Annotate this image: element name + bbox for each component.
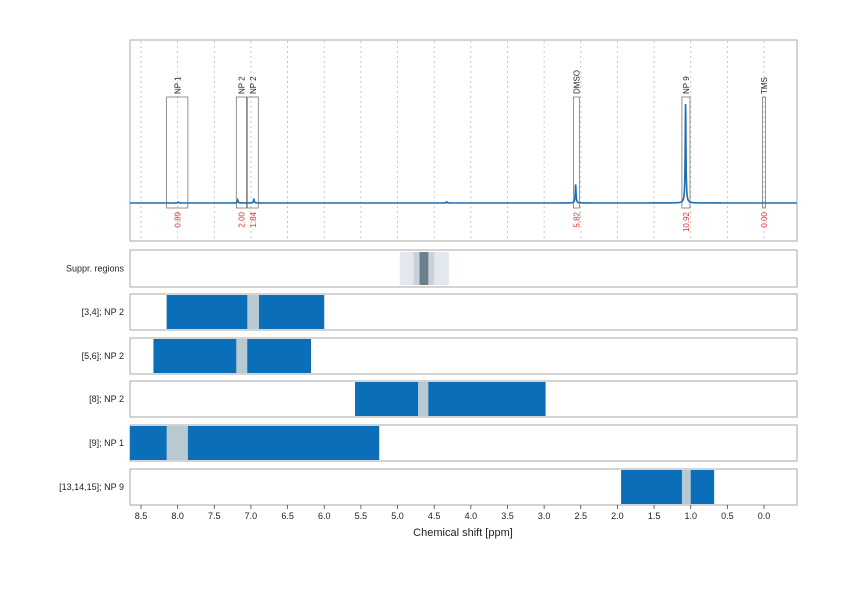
suppression-band-inner <box>419 252 429 285</box>
spectrum-line <box>130 104 797 204</box>
peak-label: DMSO <box>572 70 581 94</box>
peak-integral: 0.00 <box>760 211 769 227</box>
regions-layer: Suppr. regions [3,4]; NP 2 [5,6]; NP 2 [8];… <box>59 252 715 504</box>
region-bar <box>153 339 312 373</box>
peak-integral: 2.00 <box>237 211 246 227</box>
spectrum-layer: NP 1 0.89 NP 2 2.00 NP 2 1.84 DMSO 5.82 NP 9 10.9… <box>130 70 797 232</box>
exclusion-bar <box>236 339 248 373</box>
peak-integral: 1.84 <box>249 211 258 227</box>
exclusion-bar <box>247 295 260 329</box>
region-row-label: [3,4]; NP 2 <box>82 307 124 317</box>
peak-integral: 5.82 <box>572 211 581 227</box>
peak-box <box>573 96 580 209</box>
x-tick-label: 7.0 <box>245 511 258 521</box>
spectrum-panel <box>129 39 798 242</box>
exclusion-bar <box>681 470 691 504</box>
region-row-label: [9]; NP 1 <box>89 438 124 448</box>
peak-integral: 0.89 <box>173 211 182 227</box>
peak-box <box>681 96 691 209</box>
suppression-label: Suppr. regions <box>66 264 125 274</box>
x-tick-label: 5.5 <box>355 511 368 521</box>
x-tick-label: 6.0 <box>318 511 331 521</box>
peak-label: NP 2 <box>249 76 258 94</box>
peak-box <box>235 96 247 209</box>
x-tick-label: 4.5 <box>428 511 441 521</box>
x-tick-label: 7.5 <box>208 511 221 521</box>
peak-label: NP 1 <box>173 76 182 94</box>
peak-integral: 10.92 <box>682 211 691 232</box>
peak-label: TMS <box>760 77 769 94</box>
peak-label: NP 2 <box>237 76 246 94</box>
region-bar <box>355 382 546 416</box>
peak-box <box>246 96 259 209</box>
x-tick-label: 1.5 <box>648 511 661 521</box>
x-tick-label: 6.5 <box>281 511 294 521</box>
x-tick-label: 0.0 <box>758 511 771 521</box>
grid-layer <box>140 41 765 240</box>
suppression-panel <box>129 249 798 288</box>
region-bar <box>166 295 325 329</box>
x-axis-title: Chemical shift [ppm] <box>413 527 513 539</box>
x-tick-label: 8.0 <box>171 511 184 521</box>
region-row-label: [13,14,15]; NP 9 <box>59 482 124 492</box>
x-tick-label: 3.5 <box>501 511 514 521</box>
peak-box <box>762 96 766 209</box>
exclusion-bar <box>166 426 188 460</box>
region-bar <box>621 470 715 504</box>
peak-box <box>166 96 189 209</box>
exclusion-bar <box>418 382 429 416</box>
x-tick-label: 0.5 <box>721 511 734 521</box>
x-tick-label: 1.0 <box>684 511 697 521</box>
x-tick-label: 4.0 <box>465 511 478 521</box>
peak-label: NP 9 <box>682 76 691 94</box>
region-row-label: [5,6]; NP 2 <box>82 351 124 361</box>
x-tick-label: 2.5 <box>575 511 588 521</box>
x-tick-label: 5.0 <box>391 511 404 521</box>
region-row-label: [8]; NP 2 <box>89 394 124 404</box>
x-tick-label: 3.0 <box>538 511 551 521</box>
x-tick-label: 2.0 <box>611 511 624 521</box>
x-tick-label: 8.5 <box>135 511 148 521</box>
x-axis: 8.5 8.0 7.5 7.0 6.5 6.0 5.5 5.0 4.5 4.0 3.5 3.0 2.5 2… <box>135 505 771 521</box>
